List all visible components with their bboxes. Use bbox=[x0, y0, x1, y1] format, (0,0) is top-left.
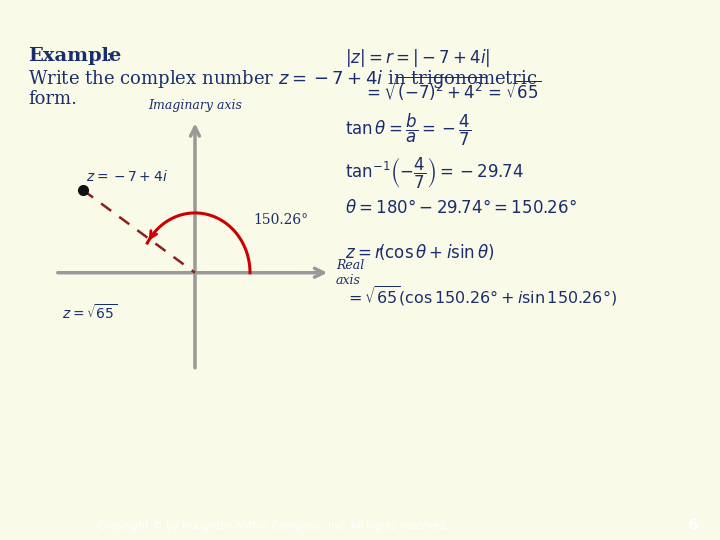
Text: $z = \sqrt{65}$: $z = \sqrt{65}$ bbox=[62, 303, 117, 322]
Text: :: : bbox=[106, 46, 112, 65]
Text: Imaginary axis: Imaginary axis bbox=[148, 99, 242, 112]
Text: Write the complex number $z = -7 + 4i$ in trigonometric: Write the complex number $z = -7 + 4i$ i… bbox=[28, 69, 538, 90]
Text: Copyright © by Houghton Mifflin Company, Inc. All rights reserved.: Copyright © by Houghton Mifflin Company,… bbox=[98, 521, 449, 531]
Text: 6: 6 bbox=[688, 518, 698, 534]
Text: $\tan\theta = \dfrac{b}{a} = -\dfrac{4}{7}$: $\tan\theta = \dfrac{b}{a} = -\dfrac{4}{… bbox=[345, 112, 472, 148]
Text: $z = r\!\left(\cos\theta + i\sin\theta\right)$: $z = r\!\left(\cos\theta + i\sin\theta\r… bbox=[345, 242, 495, 262]
Text: $= \sqrt{65}(\cos 150.26° + i\sin 150.26°)$: $= \sqrt{65}(\cos 150.26° + i\sin 150.26… bbox=[345, 284, 617, 308]
Text: $z = -7 + 4i$: $z = -7 + 4i$ bbox=[86, 168, 168, 184]
Text: Example: Example bbox=[28, 46, 121, 65]
Text: Real
axis: Real axis bbox=[336, 259, 364, 287]
Text: $= \sqrt{(-7)^2 + 4^2} = \sqrt{65}$: $= \sqrt{(-7)^2 + 4^2} = \sqrt{65}$ bbox=[363, 75, 542, 103]
Text: $\theta = 180° - 29.74° = 150.26°$: $\theta = 180° - 29.74° = 150.26°$ bbox=[345, 199, 577, 217]
Text: 150.26°: 150.26° bbox=[253, 213, 308, 227]
Text: $|z| = r = |-7 + 4i|$: $|z| = r = |-7 + 4i|$ bbox=[345, 46, 490, 69]
Text: $\tan^{-1}\!\left(-\dfrac{4}{7}\right) = -29.74$: $\tan^{-1}\!\left(-\dfrac{4}{7}\right) =… bbox=[345, 156, 524, 191]
Text: form.: form. bbox=[28, 90, 77, 108]
